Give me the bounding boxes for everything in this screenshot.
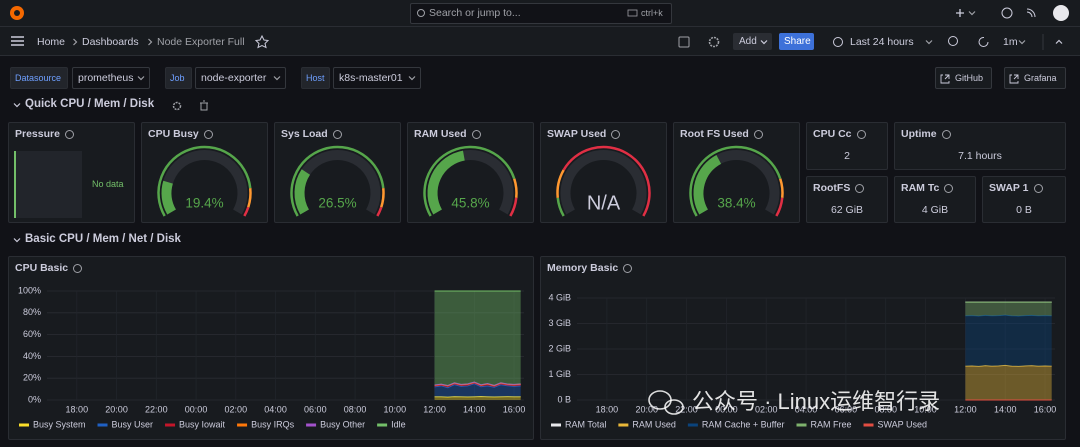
nav-bar <box>0 27 1080 56</box>
panel-title: CPU Busy <box>148 128 199 140</box>
variable-select[interactable] <box>195 67 286 89</box>
dashboard-link[interactable] <box>935 67 992 89</box>
stat-value: 0 B <box>1016 204 1032 216</box>
dashboard-link[interactable] <box>1004 67 1066 89</box>
variable-value: k8s-master01 <box>339 72 403 84</box>
search-shortcut: ctrl+k <box>641 8 663 18</box>
variable-label-box <box>165 67 192 89</box>
panel-title: Uptime <box>901 128 937 140</box>
info-icon <box>857 130 866 139</box>
info-icon <box>944 184 953 193</box>
stat-value: 4 GiB <box>921 204 949 216</box>
dashboard-link-label: GitHub <box>955 73 984 83</box>
row-title[interactable]: Basic CPU / Mem / Net / Disk <box>25 233 181 245</box>
panel-title: RAM Tc <box>901 182 940 194</box>
refresh-interval[interactable]: 1m <box>1003 36 1018 48</box>
panel <box>8 256 534 440</box>
stat-value: 2 <box>844 150 850 162</box>
info-icon <box>754 130 763 139</box>
info-icon <box>623 264 632 273</box>
panel-title: Memory Basic <box>547 262 619 274</box>
add-label: Add <box>739 36 757 47</box>
row-title[interactable]: Quick CPU / Mem / Disk <box>25 98 155 110</box>
info-icon <box>333 130 342 139</box>
panel <box>540 256 1066 440</box>
panel-title: RootFS <box>813 182 851 194</box>
panel-title: Sys Load <box>281 128 328 140</box>
info-icon <box>611 130 620 139</box>
panel-title: CPU Cc <box>813 128 852 140</box>
panel <box>806 176 888 223</box>
stat-value: 7.1 hours <box>958 150 1002 162</box>
panel-title: Pressure <box>15 128 60 140</box>
row-delete-icon <box>200 100 208 111</box>
info-icon <box>1034 184 1043 193</box>
panel-title: CPU Basic <box>15 262 69 274</box>
info-icon <box>73 264 82 273</box>
share-button[interactable] <box>779 33 814 50</box>
panel <box>806 122 888 170</box>
breadcrumb: Node Exporter Full <box>157 36 245 48</box>
variable-value: prometheus <box>78 72 134 84</box>
info-icon <box>855 184 864 193</box>
chevron-icon <box>13 103 21 108</box>
add-button[interactable] <box>733 33 772 50</box>
search-box[interactable] <box>410 3 672 24</box>
pressure-bar <box>14 151 82 218</box>
variable-select[interactable] <box>333 67 421 89</box>
no-data: No data <box>92 179 124 189</box>
breadcrumb[interactable]: Dashboards <box>82 36 139 48</box>
variable-label-box <box>10 67 68 89</box>
variable-select[interactable] <box>72 67 150 89</box>
panel-title: SWAP 1 <box>989 182 1029 194</box>
variable-label: Job <box>170 73 185 83</box>
panel <box>982 176 1066 223</box>
panel-title: Root FS Used <box>680 128 749 140</box>
variable-label: Datasource <box>15 73 62 83</box>
info-icon <box>472 130 481 139</box>
stat-value: 62 GiB <box>830 204 864 216</box>
row-settings-icon <box>172 101 182 111</box>
share-label: Share <box>784 36 811 47</box>
variable-value: node-exporter <box>201 72 267 84</box>
breadcrumb[interactable]: Home <box>37 36 66 48</box>
info-icon <box>942 130 951 139</box>
panel-title: RAM Used <box>414 128 467 140</box>
time-range[interactable]: Last 24 hours <box>850 36 914 48</box>
dashboard-link-label: Grafana <box>1024 73 1057 83</box>
panel-title: SWAP Used <box>547 128 607 140</box>
variable-label-box <box>301 67 330 89</box>
variable-label: Host <box>306 73 325 83</box>
panel <box>894 176 976 223</box>
chevron-icon <box>13 238 21 243</box>
info-icon <box>204 130 213 139</box>
panel <box>894 122 1066 170</box>
info-icon <box>65 130 74 139</box>
search-placeholder: Search or jump to... <box>429 7 521 19</box>
